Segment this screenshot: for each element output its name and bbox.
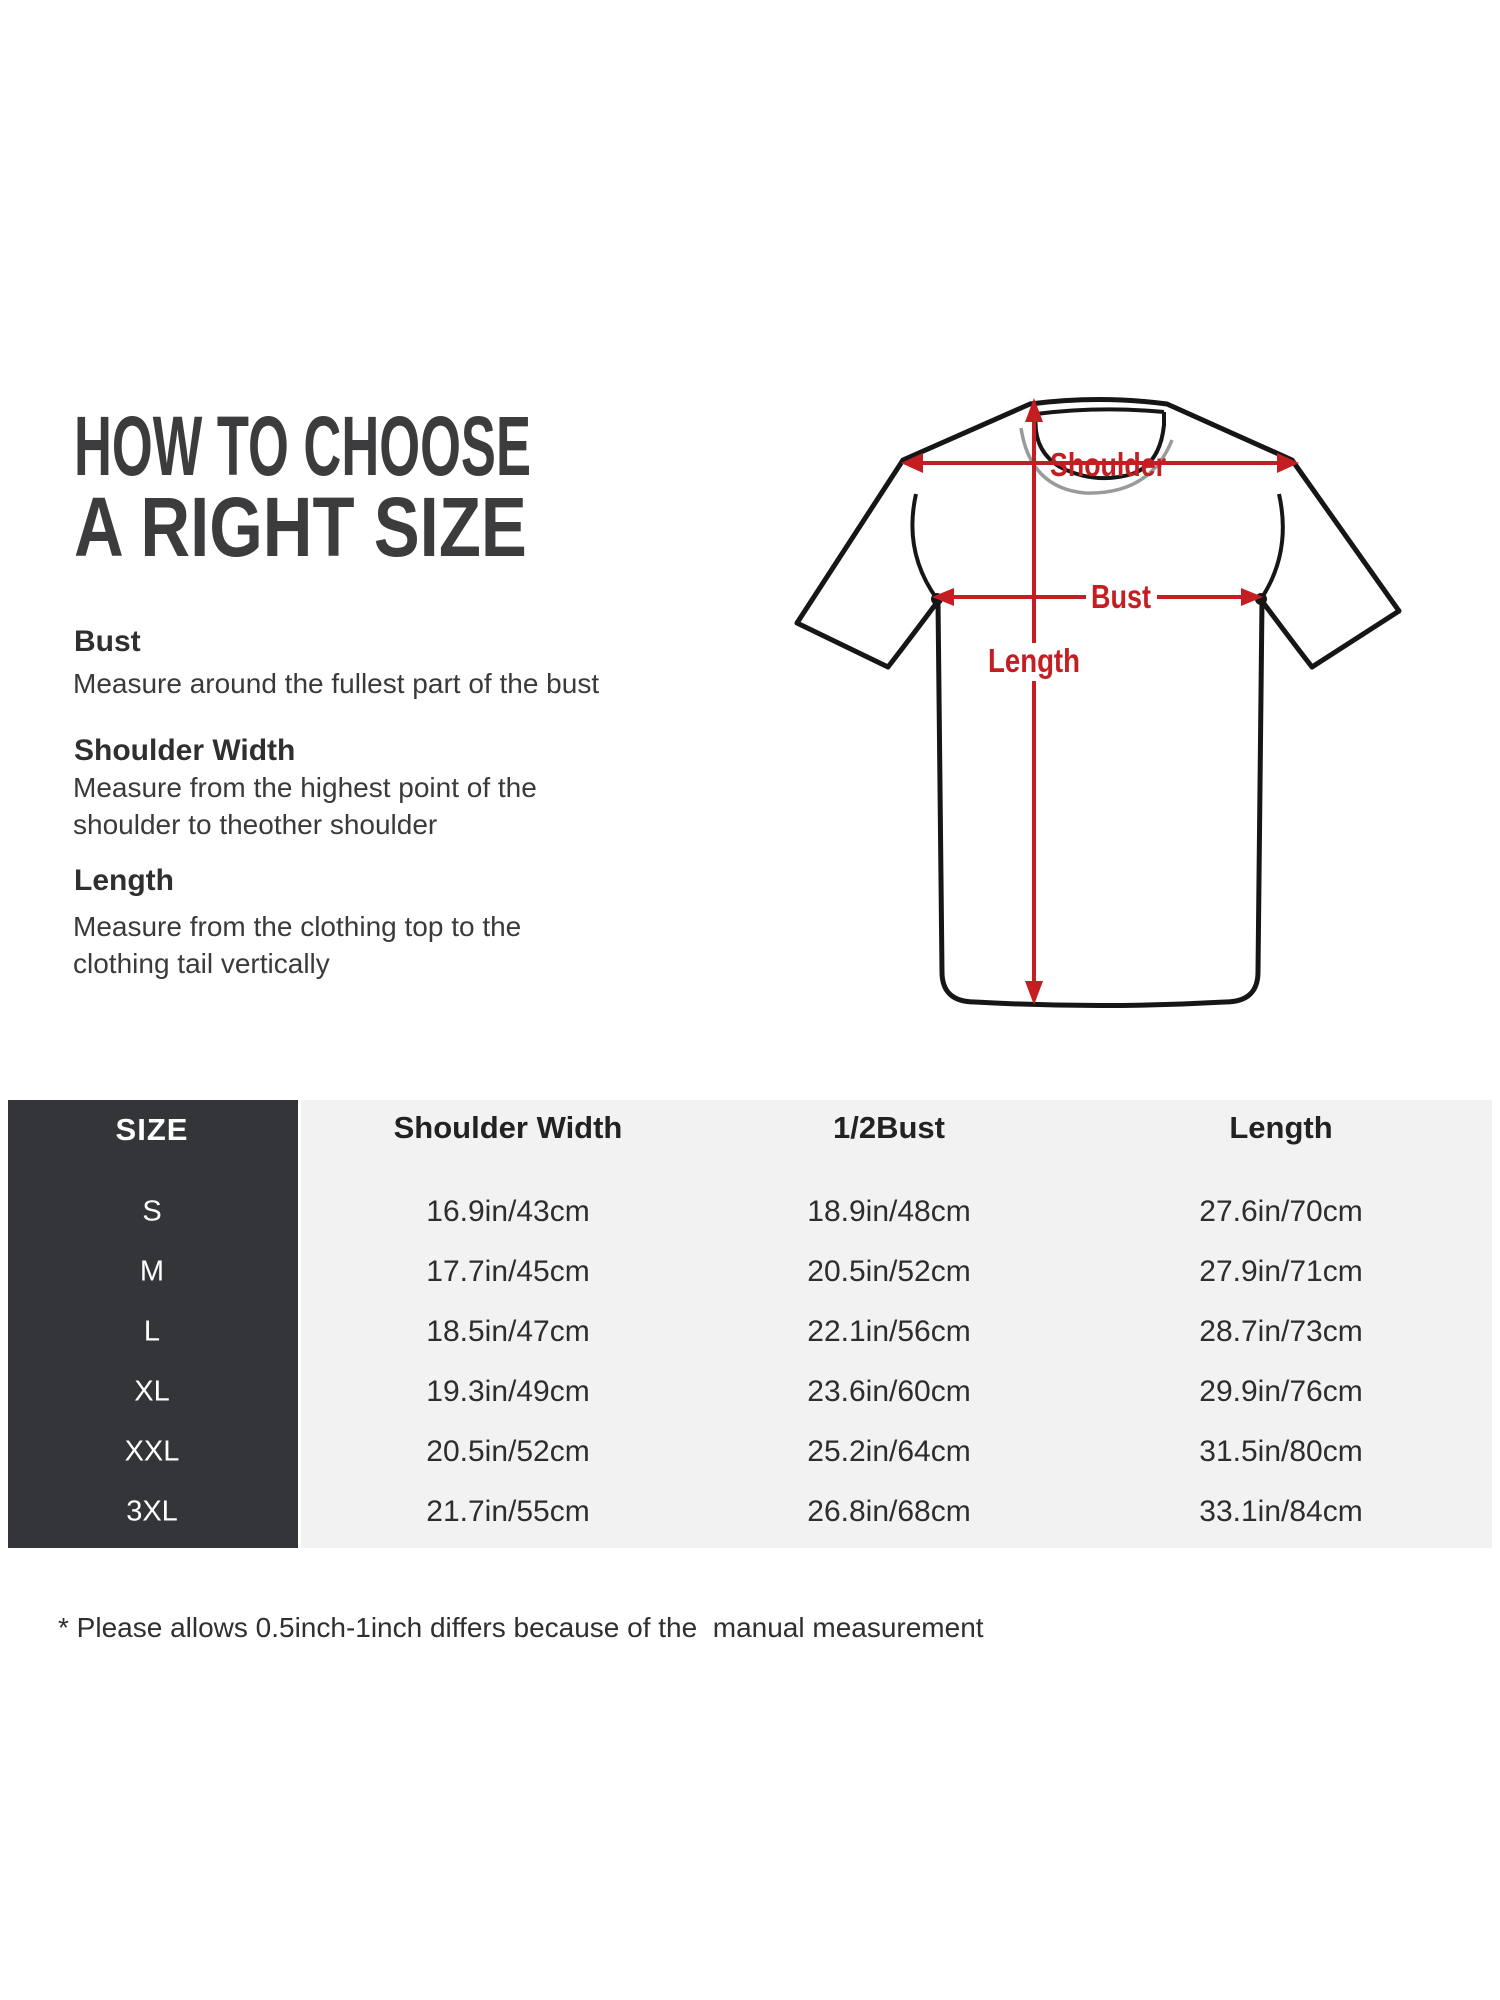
right-armhole-seam bbox=[1259, 493, 1285, 601]
column-header-length: Length bbox=[1229, 1110, 1333, 1145]
length-measure-arrow bbox=[1025, 398, 1043, 1005]
table-cell-size: L bbox=[143, 1315, 161, 1348]
instruction-text-shoulder-width: Measure from the highest point of the sh… bbox=[73, 769, 537, 843]
instruction-heading-length: Length bbox=[74, 864, 174, 897]
table-cell-length: 27.9in/71cm bbox=[1199, 1255, 1363, 1288]
table-cell-shoulder-width: 20.5in/52cm bbox=[426, 1435, 590, 1468]
column-header-shoulder-width: Shoulder Width bbox=[393, 1110, 623, 1145]
instruction-text-line: shoulder to theother shoulder bbox=[73, 809, 438, 840]
instruction-text-line: Measure from the clothing top to the bbox=[73, 911, 522, 942]
table-cell-length: 27.6in/70cm bbox=[1199, 1195, 1363, 1228]
table-cell-size: 3XL bbox=[126, 1495, 178, 1528]
table-cell-half-bust: 18.9in/48cm bbox=[807, 1195, 971, 1228]
column-header-size: SIZE bbox=[115, 1112, 189, 1147]
table-cell-half-bust: 20.5in/52cm bbox=[807, 1255, 971, 1288]
table-cell-half-bust: 26.8in/68cm bbox=[807, 1495, 971, 1528]
table-cell-shoulder-width: 18.5in/47cm bbox=[426, 1315, 590, 1348]
column-header-half-bust: 1/2Bust bbox=[833, 1110, 945, 1145]
table-cell-half-bust: 22.1in/56cm bbox=[807, 1315, 971, 1348]
table-cell-length: 28.7in/73cm bbox=[1199, 1315, 1363, 1348]
table-cell-shoulder-width: 16.9in/43cm bbox=[426, 1195, 590, 1228]
page-title-line2: A RIGHT SIZE bbox=[74, 480, 527, 574]
table-cell-size: XXL bbox=[124, 1435, 180, 1468]
table-cell-half-bust: 25.2in/64cm bbox=[807, 1435, 971, 1468]
shoulder-measure-arrow bbox=[901, 453, 1299, 473]
instruction-text-line: Measure from the highest point of the bbox=[73, 772, 537, 803]
instruction-text-length: Measure from the clothing top to the clo… bbox=[73, 908, 521, 982]
table-cell-shoulder-width: 17.7in/45cm bbox=[426, 1255, 590, 1288]
table-cell-size: M bbox=[139, 1255, 165, 1288]
table-cell-length: 31.5in/80cm bbox=[1199, 1435, 1363, 1468]
measurement-disclaimer: * Please allows 0.5inch-1inch differs be… bbox=[58, 1612, 984, 1643]
table-cell-shoulder-width: 21.7in/55cm bbox=[426, 1495, 590, 1528]
table-cell-size: S bbox=[142, 1195, 162, 1228]
tshirt-outline bbox=[794, 397, 1402, 1008]
table-cell-length: 29.9in/76cm bbox=[1199, 1375, 1363, 1408]
table-cell-length: 33.1in/84cm bbox=[1199, 1495, 1363, 1528]
instruction-heading-shoulder-width: Shoulder Width bbox=[74, 734, 296, 767]
collar-shadow-line bbox=[1019, 427, 1174, 495]
length-label: Length bbox=[988, 642, 1080, 679]
instruction-text-bust: Measure around the fullest part of the b… bbox=[73, 668, 600, 699]
left-armhole-seam bbox=[910, 493, 939, 601]
size-table-body bbox=[301, 1100, 1492, 1548]
shoulder-label: Shoulder bbox=[1050, 446, 1166, 483]
instruction-text-line: clothing tail vertically bbox=[73, 948, 330, 979]
instruction-heading-bust: Bust bbox=[74, 625, 141, 658]
bust-measure-arrow bbox=[932, 588, 1263, 606]
bust-label: Bust bbox=[1091, 578, 1151, 615]
table-cell-shoulder-width: 19.3in/49cm bbox=[426, 1375, 590, 1408]
size-table-dark-column bbox=[8, 1100, 298, 1548]
table-cell-size: XL bbox=[134, 1375, 170, 1408]
page-title-line1: HOW TO CHOOSE bbox=[74, 399, 531, 493]
collar-opening bbox=[1033, 407, 1166, 481]
table-cell-half-bust: 23.6in/60cm bbox=[807, 1375, 971, 1408]
